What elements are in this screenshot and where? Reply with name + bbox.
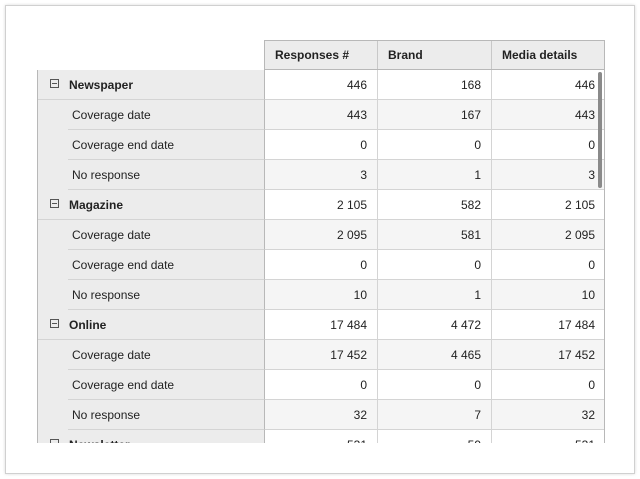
group-row: Newsletter 53159531 bbox=[38, 430, 604, 443]
cell: 59 bbox=[378, 430, 492, 443]
sub-row: Coverage date 17 452 4 465 17 452 bbox=[38, 340, 604, 370]
group-row: Magazine 2 105 582 2 105 bbox=[38, 190, 604, 220]
column-header[interactable]: Responses # bbox=[265, 41, 378, 69]
cell: 3 bbox=[265, 160, 378, 190]
group-label-cell: Newsletter bbox=[38, 430, 265, 443]
sub-row: No response 3 1 3 bbox=[38, 160, 604, 190]
sub-label-cell: Coverage date bbox=[68, 220, 265, 250]
group-label-cell: Online bbox=[38, 310, 265, 340]
indent bbox=[38, 340, 68, 370]
header-row: Responses # Brand Media details bbox=[264, 40, 605, 70]
sub-row: No response 32 7 32 bbox=[38, 400, 604, 430]
cell: 2 095 bbox=[265, 220, 378, 250]
cell: 0 bbox=[378, 370, 492, 400]
cell: 0 bbox=[265, 370, 378, 400]
row-label: Coverage date bbox=[72, 108, 151, 122]
sub-label-cell: Coverage end date bbox=[68, 250, 265, 280]
group-label[interactable]: Newsletter bbox=[69, 430, 130, 443]
row-label: No response bbox=[72, 168, 141, 182]
indent bbox=[38, 220, 68, 250]
group-row: Online 17 484 4 472 17 484 bbox=[38, 310, 604, 340]
indent bbox=[38, 100, 68, 130]
cell: 32 bbox=[492, 400, 604, 430]
column-header[interactable]: Brand bbox=[378, 41, 492, 69]
group-label-cell: Magazine bbox=[38, 190, 265, 220]
group-row: Newspaper 446 168 446 bbox=[38, 70, 604, 100]
cell: 0 bbox=[492, 250, 604, 280]
cell: 446 bbox=[265, 70, 378, 100]
scrollbar[interactable] bbox=[598, 72, 602, 188]
cell: 0 bbox=[492, 130, 604, 160]
row-label: Coverage end date bbox=[72, 378, 175, 392]
group-label-cell: Newspaper bbox=[38, 70, 265, 100]
cell: 0 bbox=[265, 130, 378, 160]
cell: 446 bbox=[492, 70, 604, 100]
sub-label-cell: Coverage date bbox=[68, 100, 265, 130]
cell: 531 bbox=[492, 430, 604, 443]
cell: 32 bbox=[265, 400, 378, 430]
row-label: No response bbox=[72, 408, 141, 422]
table-body: Newspaper 446 168 446 Coverage date 443 167 443… bbox=[37, 70, 605, 443]
cell: 0 bbox=[378, 130, 492, 160]
cell: 1 bbox=[378, 160, 492, 190]
cell: 443 bbox=[265, 100, 378, 130]
cell: 1 bbox=[378, 280, 492, 310]
cell: 167 bbox=[378, 100, 492, 130]
indent bbox=[38, 250, 68, 280]
cell: 2 095 bbox=[492, 220, 604, 250]
cell: 2 105 bbox=[492, 190, 604, 220]
cell: 0 bbox=[378, 250, 492, 280]
cell: 531 bbox=[265, 430, 378, 443]
sub-row: Coverage date 2 095 581 2 095 bbox=[38, 220, 604, 250]
row-label: Coverage date bbox=[72, 228, 151, 242]
sub-label-cell: No response bbox=[68, 160, 265, 190]
indent bbox=[38, 400, 68, 430]
sub-row: Coverage date 443 167 443 bbox=[38, 100, 604, 130]
cell: 17 452 bbox=[492, 340, 604, 370]
cell: 2 105 bbox=[265, 190, 378, 220]
cell: 0 bbox=[265, 250, 378, 280]
cell: 581 bbox=[378, 220, 492, 250]
indent bbox=[38, 130, 68, 160]
cell: 17 484 bbox=[492, 310, 604, 340]
group-label[interactable]: Newspaper bbox=[69, 78, 134, 92]
cell: 582 bbox=[378, 190, 492, 220]
sub-label-cell: No response bbox=[68, 400, 265, 430]
cell: 10 bbox=[265, 280, 378, 310]
cell: 17 452 bbox=[265, 340, 378, 370]
collapse-toggle[interactable] bbox=[50, 199, 59, 208]
collapse-toggle[interactable] bbox=[50, 79, 59, 88]
sub-row: Coverage end date 0 0 0 bbox=[38, 130, 604, 160]
column-header[interactable]: Media details bbox=[502, 48, 578, 62]
cell: 168 bbox=[378, 70, 492, 100]
cell: 4 472 bbox=[378, 310, 492, 340]
cell: 4 465 bbox=[378, 340, 492, 370]
panel bbox=[5, 5, 635, 474]
sub-label-cell: Coverage date bbox=[68, 340, 265, 370]
sub-row: Coverage end date 0 0 0 bbox=[38, 370, 604, 400]
indent bbox=[38, 370, 68, 400]
collapse-toggle[interactable] bbox=[50, 319, 59, 328]
group-label[interactable]: Online bbox=[69, 318, 107, 332]
cell: 3 bbox=[492, 160, 604, 190]
sub-label-cell: Coverage end date bbox=[68, 370, 265, 400]
cell: 443 bbox=[492, 100, 604, 130]
cell: 0 bbox=[492, 370, 604, 400]
cell: 17 484 bbox=[265, 310, 378, 340]
cell: 7 bbox=[378, 400, 492, 430]
sub-row: Coverage end date 0 0 0 bbox=[38, 250, 604, 280]
indent bbox=[38, 280, 68, 310]
row-label: Coverage end date bbox=[72, 258, 175, 272]
indent bbox=[38, 160, 68, 190]
collapse-toggle[interactable] bbox=[50, 439, 59, 443]
sub-label-cell: No response bbox=[68, 280, 265, 310]
sub-row: No response 10 1 10 bbox=[38, 280, 604, 310]
sub-label-cell: Coverage end date bbox=[68, 130, 265, 160]
group-label[interactable]: Magazine bbox=[69, 198, 124, 212]
cell: 10 bbox=[492, 280, 604, 310]
row-label: No response bbox=[72, 288, 141, 302]
row-label: Coverage date bbox=[72, 348, 151, 362]
row-label: Coverage end date bbox=[72, 138, 175, 152]
